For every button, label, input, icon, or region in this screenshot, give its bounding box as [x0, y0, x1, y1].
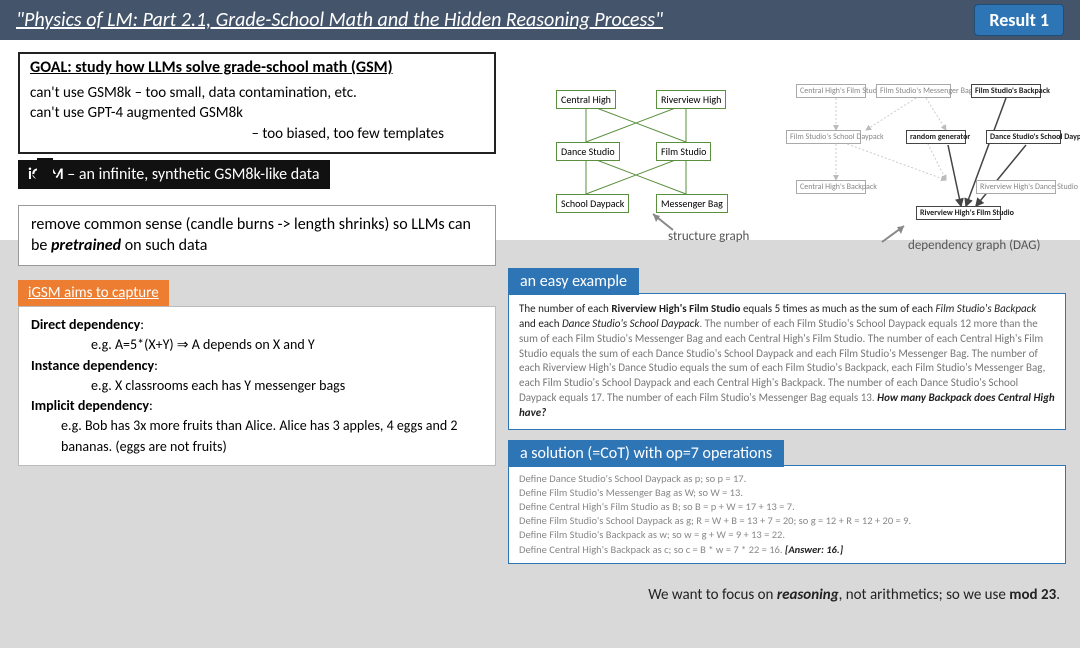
dnode-f: Dance Studio's School Daypack [986, 130, 1061, 144]
ex-t: The number of each [519, 302, 611, 315]
dnode-i: Riverview High's Film Studio [916, 206, 1001, 220]
solution-section: a solution (=CoT) with op=7 operations D… [508, 440, 1066, 564]
goal-box: GOAL: study how LLMs solve grade-school … [18, 52, 496, 154]
dependency-graph: Central High's Film Studio Film Studio's… [776, 80, 1066, 230]
colon: : [154, 357, 158, 374]
ex-t: and each [519, 317, 562, 330]
header-bar: "Physics of LM: Part 2.1, Grade-School M… [0, 0, 1080, 40]
dnode-d: Film Studio's School Daypack [786, 130, 861, 144]
sol-l1: Define Dance Studio's School Daypack as … [519, 472, 1055, 486]
ex-t: Dance Studio's School Daypack [562, 317, 699, 330]
remove-box: remove common sense (candle burns -> len… [18, 205, 496, 266]
diagram-area: Central High Riverview High Dance Studio… [508, 90, 1066, 250]
capture-heading-text: iGSM aims to capture [28, 284, 159, 302]
structure-label-text: structure graph [668, 229, 749, 244]
footer-note: We want to focus on reasoning, not arith… [648, 586, 1060, 604]
result-badge: Result 1 [974, 4, 1064, 36]
dnode-a: Central High's Film Studio [796, 84, 866, 98]
example-section: an easy example The number of each River… [508, 268, 1066, 430]
right-column: Central High Riverview High Dance Studio… [508, 90, 1066, 564]
ft-a: We want to focus on [648, 586, 777, 604]
igsm-bar: iGSM – an infinite, synthetic GSM8k-like… [18, 160, 330, 189]
remove-text-b: pretrained [51, 236, 121, 255]
dependency-label-text: dependency graph (DAG) [908, 238, 1040, 253]
dependency-label: dependency graph (DAG) [908, 238, 1040, 253]
ft-c: , not arithmetics; so we use [839, 586, 1010, 604]
sol-l2: Define Film Studio's Messenger Bag as W;… [519, 486, 1055, 500]
ex-t: Film Studio's Backpack [936, 302, 1037, 315]
solution-box: Define Dance Studio's School Daypack as … [508, 465, 1066, 564]
dep1: Direct dependency [31, 316, 140, 333]
dnode-g: Central High's Backpack [796, 180, 866, 194]
dnode-e: random generator [906, 130, 966, 144]
node-school-daypack: School Daypack [556, 194, 629, 213]
ft-d: mod 23 [1009, 586, 1056, 604]
node-riverview-high: Riverview High [656, 90, 726, 109]
node-film-studio: Film Studio [656, 142, 711, 161]
page-title: "Physics of LM: Part 2.1, Grade-School M… [16, 8, 663, 32]
arrow-icon [648, 212, 678, 232]
structure-graph: Central High Riverview High Dance Studio… [556, 90, 756, 220]
colon: : [140, 316, 144, 333]
node-messenger-bag: Messenger Bag [656, 194, 728, 213]
dep3: Implicit dependency [31, 397, 149, 414]
capture-heading: iGSM aims to capture [18, 280, 169, 306]
igsm-desc: – an infinite, synthetic GSM8k-like data [64, 165, 320, 184]
ex-t: equals 5 times as much as the sum of eac… [740, 302, 935, 315]
structure-label: structure graph [668, 230, 749, 244]
ex3: e.g. Bob has 3x more fruits than Alice. … [31, 416, 483, 457]
example-box: The number of each Riverview High's Film… [508, 293, 1066, 430]
dnode-b: Film Studio's Messenger Bag [876, 84, 951, 98]
ex-t: Riverview High's Film Studio [611, 302, 740, 315]
ft-e: . [1056, 586, 1060, 604]
goal-line3: – too biased, too few templates [30, 124, 484, 144]
ft-b: reasoning [777, 586, 839, 604]
arrow-icon [880, 224, 910, 244]
goal-line2: can't use GPT-4 augmented GSM8k [30, 103, 484, 123]
ex1: e.g. A=5*(X+Y) ⇒ A depends on X and Y [31, 335, 483, 355]
sol-l6a: Define Central High's Backpack as c; so … [519, 543, 785, 556]
sol-l3: Define Central High's Film Studio as B; … [519, 500, 1055, 514]
sol-l5: Define Film Studio's Backpack as w; so w… [519, 528, 1055, 542]
ex2: e.g. X classrooms each has Y messenger b… [31, 376, 483, 396]
sol-answer: [Answer: 16.] [785, 543, 843, 556]
dep2: Instance dependency [31, 357, 154, 374]
dnode-c: Film Studio's Backpack [971, 84, 1041, 98]
node-dance-studio: Dance Studio [556, 142, 620, 161]
node-central-high: Central High [556, 90, 616, 109]
goal-heading: GOAL: study how LLMs solve grade-school … [20, 54, 494, 79]
remove-text-c: on such data [121, 236, 207, 255]
colon: : [149, 397, 153, 414]
solution-heading: a solution (=CoT) with op=7 operations [508, 440, 784, 467]
easy-example-heading: an easy example [508, 268, 639, 295]
goal-line1: can't use GSM8k – too small, data contam… [30, 83, 484, 103]
dnode-h: Riverview High's Dance Studio [976, 180, 1056, 194]
goal-body: can't use GSM8k – too small, data contam… [20, 79, 494, 152]
sol-l4: Define Film Studio's School Daypack as g… [519, 514, 1055, 528]
capture-body: Direct dependency: e.g. A=5*(X+Y) ⇒ A de… [18, 306, 496, 466]
content-area: GOAL: study how LLMs solve grade-school … [0, 40, 1080, 608]
left-column: GOAL: study how LLMs solve grade-school … [18, 52, 496, 466]
